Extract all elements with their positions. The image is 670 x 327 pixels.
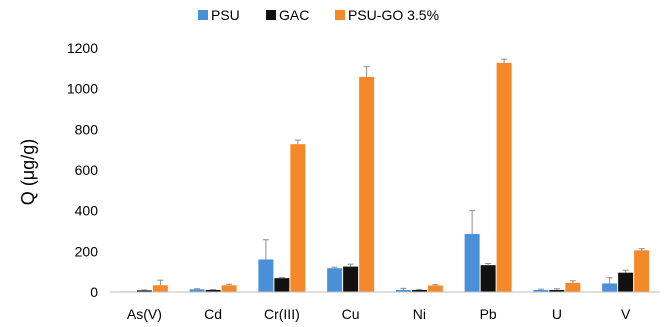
y-tick-label: 400 [75, 203, 99, 219]
bar-psu-3 [327, 268, 343, 292]
x-tick-label: Cr(III) [264, 306, 300, 322]
bar-gac-2 [274, 278, 290, 292]
y-tick-label: 0 [90, 284, 98, 300]
bar-gac-7 [618, 272, 634, 292]
bars [120, 62, 650, 292]
y-tick-label: 1200 [67, 40, 98, 56]
bar-psu-go-3-5--3 [359, 76, 375, 292]
legend-label: PSU [211, 7, 240, 23]
y-tick-label: 1000 [67, 81, 98, 97]
bar-psu-4 [395, 289, 411, 292]
bar-gac-5 [480, 265, 496, 292]
x-tick-label: As(V) [127, 306, 162, 322]
legend-swatch [335, 10, 345, 20]
y-tick-label: 600 [75, 162, 99, 178]
bar-psu-go-3-5--2 [290, 144, 306, 292]
bar-psu-go-3-5--0 [152, 285, 168, 292]
bar-psu-7 [602, 283, 618, 292]
bar-psu-5 [464, 234, 480, 292]
x-tick-label: Cd [204, 306, 222, 322]
x-tick-label: Ni [413, 306, 426, 322]
x-tick-label: V [621, 306, 631, 322]
bar-psu-go-3-5--7 [634, 250, 650, 292]
legend-swatch [198, 10, 208, 20]
bar-gac-4 [411, 289, 427, 292]
x-tick-label: Cu [342, 306, 360, 322]
x-tick-label: Pb [480, 306, 497, 322]
bar-gac-1 [205, 289, 221, 292]
y-tick-label: 800 [75, 121, 99, 137]
bar-psu-1 [189, 289, 205, 292]
bar-psu-go-3-5--1 [221, 285, 237, 292]
bar-gac-3 [343, 266, 359, 292]
legend-label: GAC [279, 7, 309, 23]
bar-psu-2 [258, 259, 274, 292]
y-axis-title: Q (μg/g) [18, 139, 38, 205]
x-tick-label: U [552, 306, 562, 322]
legend-label: PSU-GO 3.5% [348, 7, 439, 23]
legend-swatch [266, 10, 276, 20]
y-tick-label: 200 [75, 243, 99, 259]
legend: PSU GAC PSU-GO 3.5% [198, 7, 439, 23]
bar-psu-6 [533, 289, 549, 292]
x-axis-ticks: As(V) Cd Cr(III) Cu Ni Pb U V [127, 306, 631, 322]
bar-gac-0 [136, 290, 152, 292]
bar-gac-6 [549, 289, 565, 292]
error-bars [141, 58, 645, 291]
y-axis-ticks: 0 200 400 600 800 1000 1200 [67, 40, 98, 300]
bar-psu-go-3-5--5 [496, 62, 512, 292]
bar-psu-go-3-5--4 [427, 285, 443, 292]
bar-psu-go-3-5--6 [565, 282, 581, 292]
